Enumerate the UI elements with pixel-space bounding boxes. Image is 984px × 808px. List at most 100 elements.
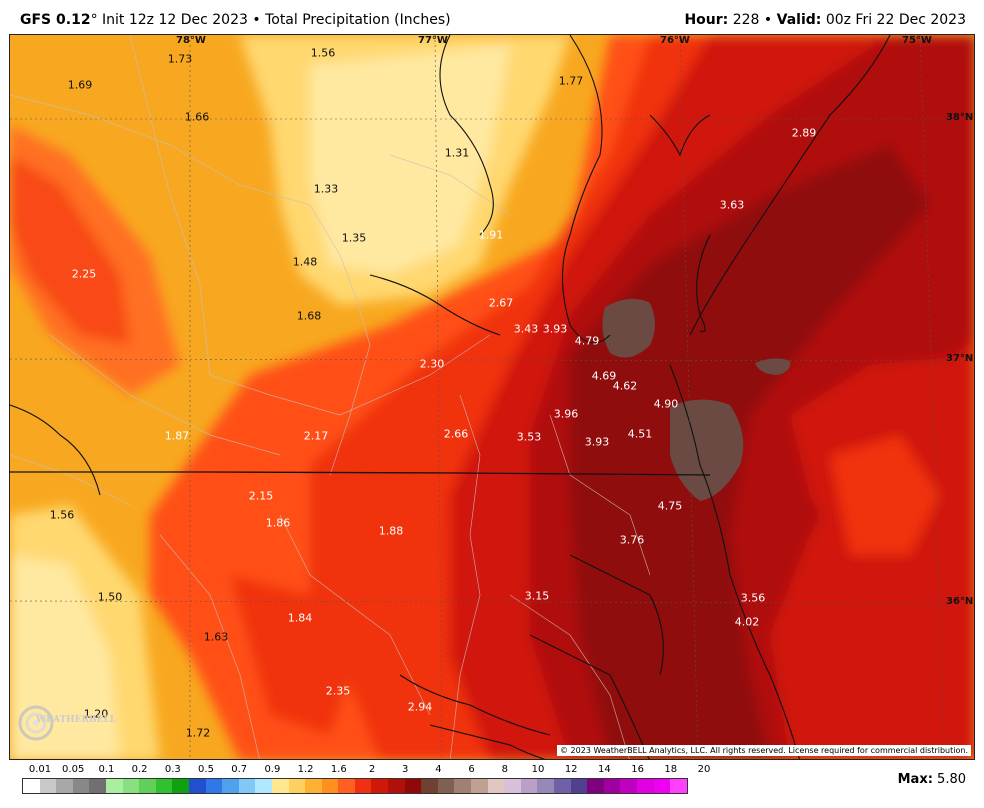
- legend-label: 1.6: [330, 764, 347, 775]
- legend-swatch: [122, 779, 140, 793]
- lon-label-78w: 78°W: [176, 35, 206, 46]
- legend-swatch: [222, 779, 239, 793]
- legend-label: 0.3: [164, 764, 181, 775]
- legend-label: 0.2: [131, 764, 148, 775]
- header: GFS 0.12° Init 12z 12 Dec 2023 • Total P…: [0, 0, 984, 34]
- separator: •: [252, 12, 261, 28]
- legend-swatch: [454, 779, 472, 793]
- legend-label: 0.9: [264, 764, 281, 775]
- hour-label: Hour:: [684, 12, 729, 28]
- precip-value: 2.17: [303, 429, 329, 443]
- legend-bar: [22, 778, 688, 794]
- legend-swatch: [554, 779, 571, 793]
- legend-swatch: [636, 779, 654, 793]
- precip-value: 1.50: [97, 590, 123, 604]
- legend-swatch: [288, 779, 306, 793]
- precip-value: 4.51: [627, 427, 653, 441]
- legend-swatch: [570, 779, 588, 793]
- lat-label-36n: 36°N: [946, 596, 974, 607]
- precip-value: 1.56: [49, 508, 75, 522]
- precip-map: 78°W 77°W 76°W 75°W 38°N 37°N 36°N 1.73 …: [9, 34, 975, 760]
- hour-value: 228: [732, 12, 760, 28]
- legend-swatch: [537, 779, 554, 793]
- precip-value: 1.84: [287, 611, 313, 625]
- header-title: GFS 0.12° Init 12z 12 Dec 2023 • Total P…: [20, 12, 451, 28]
- precip-value: 4.79: [574, 334, 600, 348]
- legend-swatch: [172, 779, 189, 793]
- legend-swatch: [620, 779, 637, 793]
- precip-value: 4.75: [657, 499, 683, 513]
- legend-swatch: [72, 779, 90, 793]
- legend-label: 3: [402, 764, 409, 775]
- legend-label: 0.7: [231, 764, 248, 775]
- legend-swatch: [371, 779, 389, 793]
- legend-swatch: [255, 779, 272, 793]
- legend-label: 10: [531, 764, 545, 775]
- precip-value: 2.15: [248, 489, 274, 503]
- precip-value: 1.56: [310, 46, 336, 60]
- precip-value: 1.77: [558, 74, 584, 88]
- init-time: Init 12z 12 Dec 2023: [102, 12, 248, 28]
- precip-value: 2.25: [71, 267, 97, 281]
- header-valid: Hour: 228 • Valid: 00z Fri 22 Dec 2023: [684, 12, 966, 28]
- lat-label-37n: 37°N: [946, 353, 974, 364]
- precip-value: 2.66: [443, 427, 469, 441]
- legend-label: 0.05: [62, 764, 85, 775]
- legend-label: 0.1: [98, 764, 115, 775]
- precip-value: 2.67: [488, 296, 514, 310]
- legend-label: 16: [631, 764, 644, 775]
- legend-swatch: [56, 779, 73, 793]
- precip-value: 3.76: [619, 533, 645, 547]
- legend-swatch: [139, 779, 156, 793]
- precip-value: 1.31: [444, 146, 470, 160]
- swirl-icon: [18, 705, 54, 741]
- legend-label: 1.2: [297, 764, 314, 775]
- precip-value: 3.56: [740, 591, 766, 605]
- precip-value: 2.35: [325, 684, 351, 698]
- legend-labels: 0.01 0.05 0.1 0.2 0.3 0.5 0.7 0.9 1.2 1.6 2 3 4 6 8 10 1…: [22, 764, 711, 778]
- product-name: Total Precipitation (Inches): [265, 12, 451, 28]
- legend-swatch: [39, 779, 57, 793]
- precip-value: 2.89: [791, 126, 817, 140]
- precip-value: 1.91: [478, 228, 504, 242]
- map-shading: [10, 35, 974, 759]
- legend-label: 12: [564, 764, 578, 775]
- precip-value: 3.93: [542, 322, 568, 336]
- precip-value: 1.87: [164, 429, 190, 443]
- precip-value: 1.35: [341, 231, 367, 245]
- legend-label: 18: [664, 764, 678, 775]
- precip-value: 3.93: [584, 435, 610, 449]
- lon-label-76w: 76°W: [660, 35, 690, 46]
- legend-label: 0.01: [28, 764, 52, 775]
- lon-label-77w: 77°W: [418, 35, 448, 46]
- legend-swatch: [271, 779, 289, 793]
- precip-value: 3.53: [516, 430, 542, 444]
- lat-label-38n: 38°N: [946, 112, 974, 123]
- separator-2: •: [763, 12, 773, 28]
- legend-swatch: [421, 779, 438, 793]
- precip-value: 2.94: [407, 700, 433, 714]
- legend-swatch: [305, 779, 322, 793]
- precip-value: 1.33: [313, 182, 339, 196]
- legend-swatch: [520, 779, 538, 793]
- legend-swatch: [89, 779, 106, 793]
- legend-swatch: [404, 779, 422, 793]
- legend-label: 2: [368, 764, 376, 775]
- legend-swatch: [388, 779, 405, 793]
- precip-value: 3.96: [553, 407, 579, 421]
- legend-label: 20: [697, 764, 711, 775]
- legend-swatch: [603, 779, 621, 793]
- precip-value: 1.69: [67, 78, 93, 92]
- legend-swatch: [188, 779, 206, 793]
- precip-value: 1.73: [167, 52, 193, 66]
- copyright-notice: © 2023 WeatherBELL Analytics, LLC. All r…: [557, 745, 971, 756]
- weatherbell-logo: WEATHERBELL: [16, 703, 116, 743]
- precip-value: 4.62: [612, 379, 638, 393]
- precip-value: 1.63: [203, 630, 229, 644]
- lon-label-75w: 75°W: [902, 35, 932, 46]
- precip-value: 4.02: [734, 615, 760, 629]
- model-name: GFS 0.12: [20, 12, 91, 28]
- valid-value: 00z Fri 22 Dec 2023: [825, 12, 966, 28]
- legend-swatch: [338, 779, 355, 793]
- legend-label: 6: [468, 764, 475, 775]
